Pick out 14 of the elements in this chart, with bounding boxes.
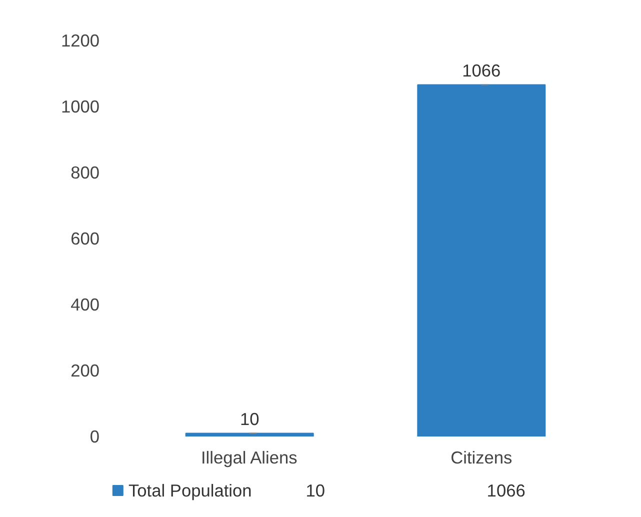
data-label: 10 <box>306 480 326 500</box>
y-tick-label: 1000 <box>60 96 100 116</box>
y-tick-label: 0 <box>90 426 100 446</box>
y-tick-label: 400 <box>70 294 100 314</box>
annotation: 1066 <box>462 60 501 81</box>
y-tick-label: 600 <box>70 228 100 248</box>
legend-label: Total Population <box>128 480 252 500</box>
y-tick-label: 200 <box>70 360 100 380</box>
x-tick-label: Illegal Aliens <box>200 448 298 468</box>
x-tick-label: Citizens <box>450 448 513 468</box>
y-tick-label: 800 <box>70 162 100 182</box>
y-tick-label: 1200 <box>60 30 100 50</box>
annotation: 10 <box>240 409 260 430</box>
data-label: 1066 <box>486 480 526 500</box>
